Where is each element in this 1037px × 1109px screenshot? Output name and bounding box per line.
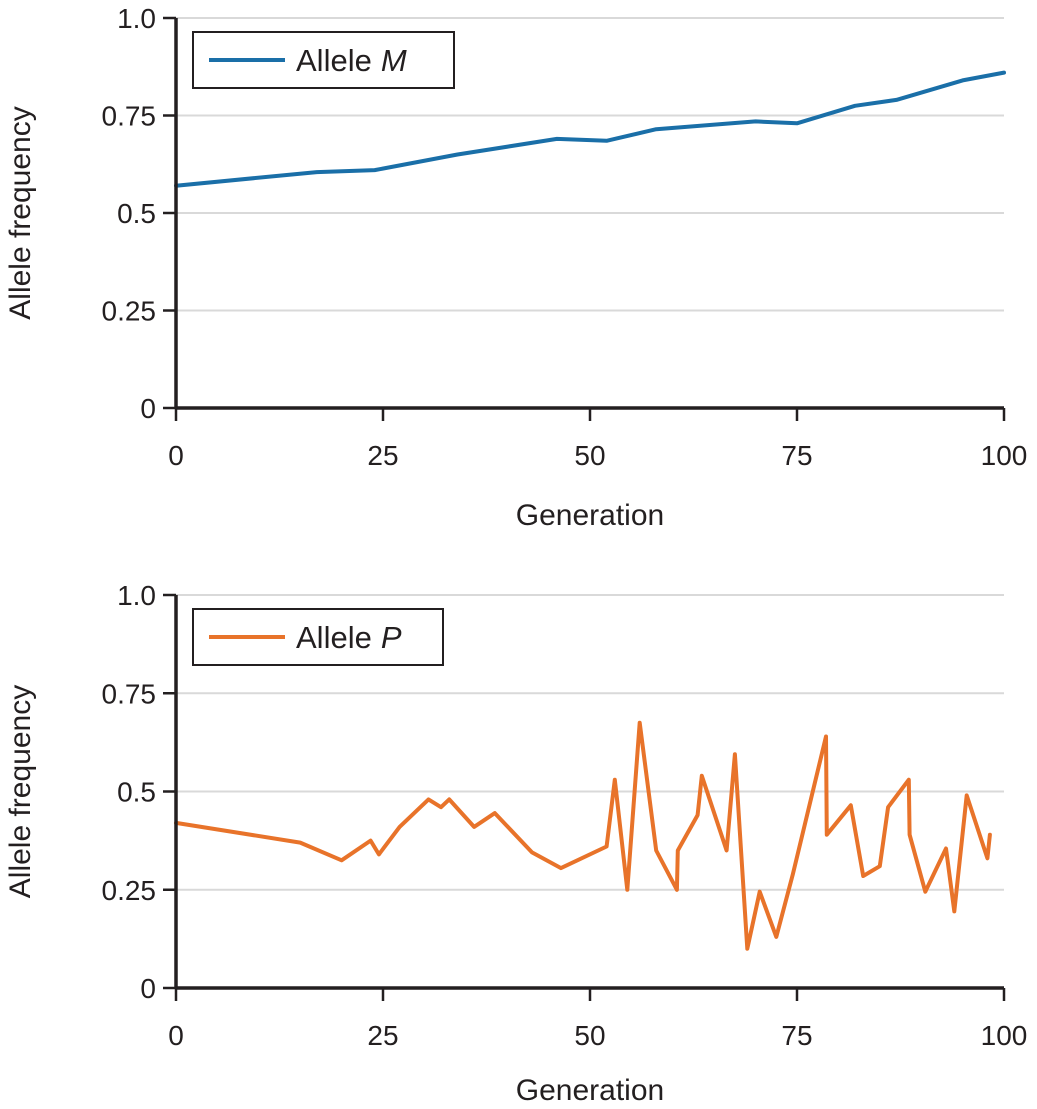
y-tick-label: 0.75 — [102, 101, 157, 132]
x-tick-label: 0 — [168, 1020, 184, 1051]
x-tick-label: 50 — [574, 1020, 605, 1051]
legend-label: Allele P — [296, 620, 402, 655]
y-tick-label: 0.25 — [102, 296, 157, 327]
x-tick-label: 75 — [781, 1020, 812, 1051]
legend-label: Allele M — [296, 43, 407, 78]
x-axis-label: Generation — [516, 1074, 664, 1107]
legend-allele-letter: M — [381, 43, 407, 78]
x-ticks: 0 25 50 75 100 — [168, 988, 1027, 1051]
series-line — [174, 720, 992, 951]
y-ticks: 0 0.25 0.5 0.75 1.0 — [102, 3, 176, 424]
gridlines — [176, 594, 1004, 891]
y-tick-label: 0 — [140, 393, 156, 424]
x-tick-label: 75 — [781, 440, 812, 471]
legend-allele-letter: P — [381, 620, 402, 655]
gridlines — [176, 17, 1004, 312]
legend: Allele M — [192, 31, 455, 89]
x-ticks: 0 25 50 75 100 — [168, 408, 1027, 471]
x-tick-label: 25 — [367, 1020, 398, 1051]
x-tick-label: 50 — [574, 440, 605, 471]
series-lines — [174, 70, 1006, 188]
y-tick-label: 0.75 — [102, 678, 157, 709]
y-tick-label: 0.5 — [117, 777, 156, 808]
y-tick-label: 1.0 — [117, 580, 156, 611]
series-line — [174, 70, 1006, 188]
y-axis-label: Allele frequency — [4, 685, 37, 898]
x-axis-label: Generation — [516, 499, 664, 532]
y-axis-label: Allele frequency — [4, 106, 37, 319]
y-tick-label: 1.0 — [117, 3, 156, 34]
x-tick-label: 100 — [981, 440, 1028, 471]
legend: Allele P — [192, 608, 444, 666]
allele-p-chart: 0 0.25 0.5 0.75 1.0 0 25 50 75 100 Allele freque… — [4, 580, 1027, 1107]
x-tick-label: 25 — [367, 440, 398, 471]
series-lines — [174, 720, 992, 951]
x-tick-label: 100 — [981, 1020, 1028, 1051]
legend-name: Allele — [296, 43, 372, 78]
allele-m-chart: 0 0.25 0.5 0.75 1.0 0 25 50 75 100 Allele freque… — [4, 3, 1027, 532]
y-ticks: 0 0.25 0.5 0.75 1.0 — [102, 580, 176, 1004]
y-tick-label: 0 — [140, 973, 156, 1004]
y-tick-label: 0.5 — [117, 198, 156, 229]
y-tick-label: 0.25 — [102, 875, 157, 906]
legend-name: Allele — [296, 620, 372, 655]
x-tick-label: 0 — [168, 440, 184, 471]
